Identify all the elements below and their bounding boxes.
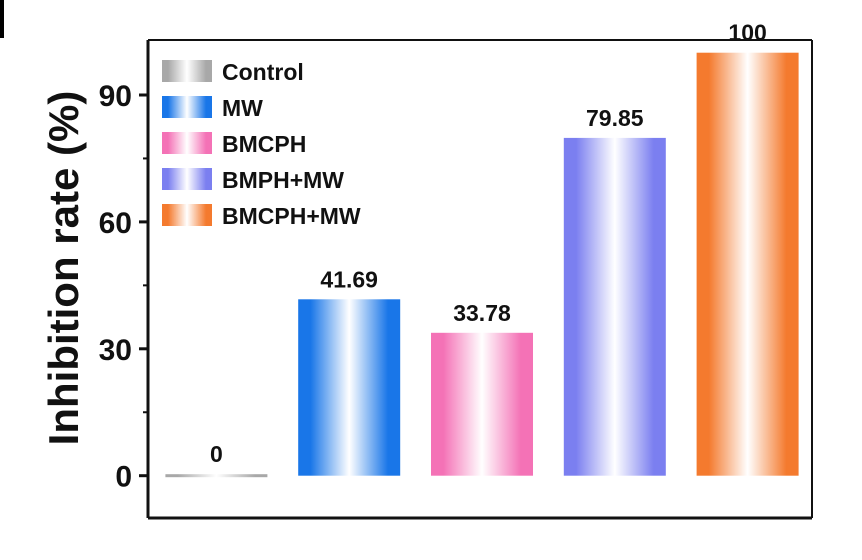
y-tick-label-0: 0 (115, 461, 132, 494)
legend-label-bmcph-plus-mw: BMCPH+MW (222, 203, 361, 229)
y-tick-label-30: 30 (99, 334, 132, 367)
panel-corner-mark (0, 0, 4, 38)
value-label-control: 0 (210, 441, 223, 467)
bar-bmph-plus-mw (563, 137, 666, 476)
bar-bmcph (431, 332, 533, 476)
bar-control (165, 474, 268, 478)
legend-swatch-bmcph-plus-mw (162, 204, 212, 226)
legend-swatch-mw (162, 96, 212, 118)
value-label-mw: 41.69 (320, 266, 378, 292)
bars-layer (165, 52, 799, 478)
legend-label-control: Control (222, 59, 304, 85)
legend-swatch-bmcph (162, 132, 212, 154)
legend: Control MW BMCPH BMPH+MW BMCPH+MW (162, 59, 361, 229)
y-tick-label-60: 60 (99, 207, 132, 240)
value-label-bmph-plus-mw: 79.85 (586, 105, 644, 131)
bar-mw (298, 299, 401, 476)
legend-label-bmph-plus-mw: BMPH+MW (222, 167, 344, 193)
bar-bmcph-plus-mw (696, 52, 799, 476)
axes-layer: 0 30 60 90 (99, 39, 813, 520)
y-axis-title: Inhibition rate (%) (40, 91, 87, 446)
legend-swatch-control (162, 60, 212, 82)
value-label-bmcph: 33.78 (453, 300, 511, 326)
legend-label-mw: MW (222, 95, 263, 121)
legend-label-bmcph: BMCPH (222, 131, 306, 157)
legend-swatch-bmph-plus-mw (162, 168, 212, 190)
y-tick-label-90: 90 (99, 80, 132, 113)
value-label-bmcph-plus-mw: 100 (728, 20, 766, 46)
value-labels-layer: 0 41.69 33.78 79.85 100 (210, 20, 767, 468)
